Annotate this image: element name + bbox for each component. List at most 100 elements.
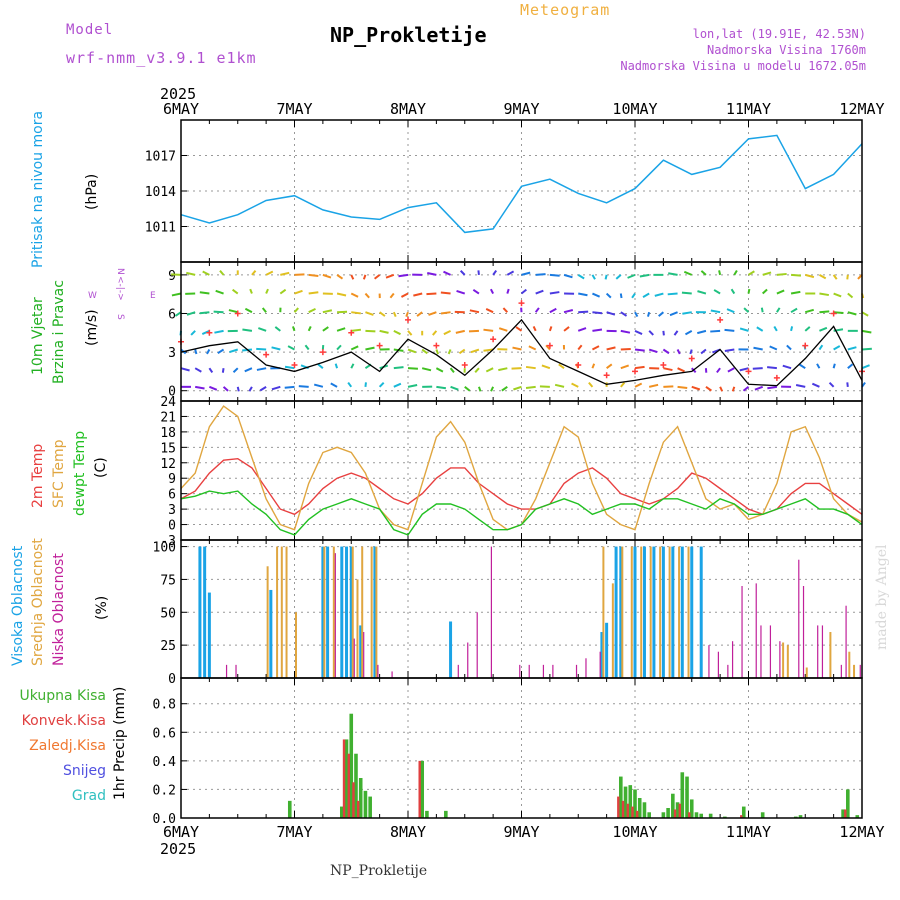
total-precip-bar bbox=[661, 812, 666, 818]
wind-arrow bbox=[782, 364, 792, 370]
wind-arrow bbox=[549, 307, 557, 314]
y-tick-label: 3 bbox=[168, 503, 176, 518]
wind-arrow bbox=[697, 290, 707, 295]
wind-arrow bbox=[284, 385, 295, 389]
y-tick-label: 25 bbox=[160, 639, 176, 654]
wind-arrow bbox=[436, 385, 447, 390]
low-cloud-bar bbox=[755, 583, 757, 678]
wind-arrow bbox=[620, 347, 631, 351]
wind-arrow bbox=[847, 346, 857, 351]
wind-arrow bbox=[642, 292, 650, 298]
wind-arrow bbox=[308, 291, 319, 295]
high-cloud-bar bbox=[207, 592, 211, 678]
wind-arrow bbox=[186, 311, 196, 316]
total-precip-bar bbox=[368, 796, 372, 818]
mid-cloud-bar bbox=[853, 664, 856, 678]
top-day-label: 11MAY bbox=[726, 100, 771, 118]
top-day-label: 8MAY bbox=[390, 100, 426, 118]
wind-arrow bbox=[374, 274, 381, 280]
wind-arrow bbox=[322, 309, 333, 314]
wind-arrow bbox=[832, 363, 836, 369]
convective-precip-bar bbox=[347, 753, 350, 818]
gust-marker bbox=[575, 361, 582, 368]
wind-arrow bbox=[591, 345, 600, 351]
bottom-day-label: 10MAY bbox=[612, 823, 657, 841]
gust-marker bbox=[263, 351, 270, 358]
y-tick-label: 9 bbox=[168, 269, 176, 284]
bottom-day-label: 6MAY bbox=[163, 823, 199, 841]
pressure-series-line bbox=[180, 134, 863, 234]
wind-arrow bbox=[280, 271, 290, 276]
wind-arrow bbox=[232, 367, 239, 373]
mid-cloud-bar bbox=[668, 546, 671, 678]
total-precip-bar bbox=[666, 808, 670, 818]
wind-arrow bbox=[336, 292, 347, 297]
low-cloud-bar bbox=[528, 664, 530, 678]
low-cloud-bar bbox=[817, 625, 819, 678]
convective-precip-bar bbox=[418, 760, 421, 818]
mid-cloud-bar bbox=[678, 546, 681, 678]
wind-arrow bbox=[648, 383, 659, 388]
total-precip-bar bbox=[358, 778, 363, 818]
wind-arrow bbox=[705, 386, 712, 392]
mid-cloud-bar bbox=[649, 546, 652, 678]
wind-arrow bbox=[588, 381, 594, 388]
wind-arrow bbox=[743, 307, 750, 313]
wind-arrow bbox=[336, 344, 342, 351]
convective-precip-bar bbox=[673, 809, 677, 818]
total-precip-bar bbox=[841, 809, 845, 818]
total-precip-bar bbox=[689, 799, 694, 818]
gust-marker bbox=[802, 342, 809, 349]
wind-speed-line bbox=[180, 318, 863, 387]
temp-dewpt-line bbox=[180, 490, 863, 536]
wind-arrow bbox=[393, 366, 404, 370]
wind-arrow bbox=[718, 270, 722, 276]
wind-arrow bbox=[180, 367, 190, 372]
wind-arrow bbox=[662, 348, 670, 355]
wind-arrow bbox=[847, 292, 854, 299]
wind-arrow bbox=[571, 382, 579, 388]
wind-arrow bbox=[861, 329, 872, 334]
wind-arrow bbox=[416, 311, 423, 317]
wind-arrow bbox=[577, 274, 585, 280]
convective-precip-bar bbox=[631, 806, 634, 818]
mid-cloud-bar bbox=[786, 645, 789, 678]
total-precip-bar bbox=[708, 813, 713, 818]
wind-arrow bbox=[861, 347, 872, 351]
high-cloud-bar bbox=[614, 546, 618, 678]
wind-arrow bbox=[443, 329, 452, 336]
wind-arrow bbox=[760, 307, 764, 313]
wind-arrow bbox=[393, 329, 401, 336]
panel-frame bbox=[180, 677, 863, 819]
wind-arrow bbox=[313, 383, 324, 388]
wind-arrow bbox=[861, 311, 869, 317]
total-precip-bar bbox=[623, 786, 628, 818]
total-precip-bar bbox=[425, 810, 429, 818]
mid-cloud-bar bbox=[332, 546, 335, 678]
wind-arrow bbox=[592, 328, 603, 332]
wind-arrow bbox=[284, 365, 295, 370]
wind-arrow bbox=[506, 270, 515, 276]
gust-marker bbox=[234, 310, 241, 317]
wind-arrow bbox=[215, 289, 224, 295]
wind-arrow bbox=[470, 348, 480, 354]
wind-arrow bbox=[634, 348, 645, 352]
y-tick-label: 50 bbox=[160, 606, 176, 621]
mid-cloud-bar bbox=[659, 546, 662, 678]
wind-arrow bbox=[393, 382, 402, 388]
wind-arrow bbox=[190, 330, 196, 336]
wind-arrow bbox=[322, 273, 332, 279]
convective-precip-bar bbox=[352, 782, 355, 818]
wind-arrow bbox=[421, 367, 432, 372]
high-cloud-bar bbox=[600, 632, 604, 678]
wind-arrow bbox=[362, 274, 367, 280]
low-cloud-bar bbox=[476, 612, 478, 678]
wind-arrow bbox=[174, 311, 182, 317]
wind-arrow bbox=[350, 363, 355, 369]
wind-arrow bbox=[563, 326, 570, 332]
y-tick-label: 15 bbox=[160, 441, 176, 456]
wind-arrow bbox=[350, 345, 359, 351]
y-tick-label: 6 bbox=[168, 307, 176, 322]
y-tick-label: 100 bbox=[153, 541, 176, 556]
wind-arrow bbox=[450, 385, 459, 391]
